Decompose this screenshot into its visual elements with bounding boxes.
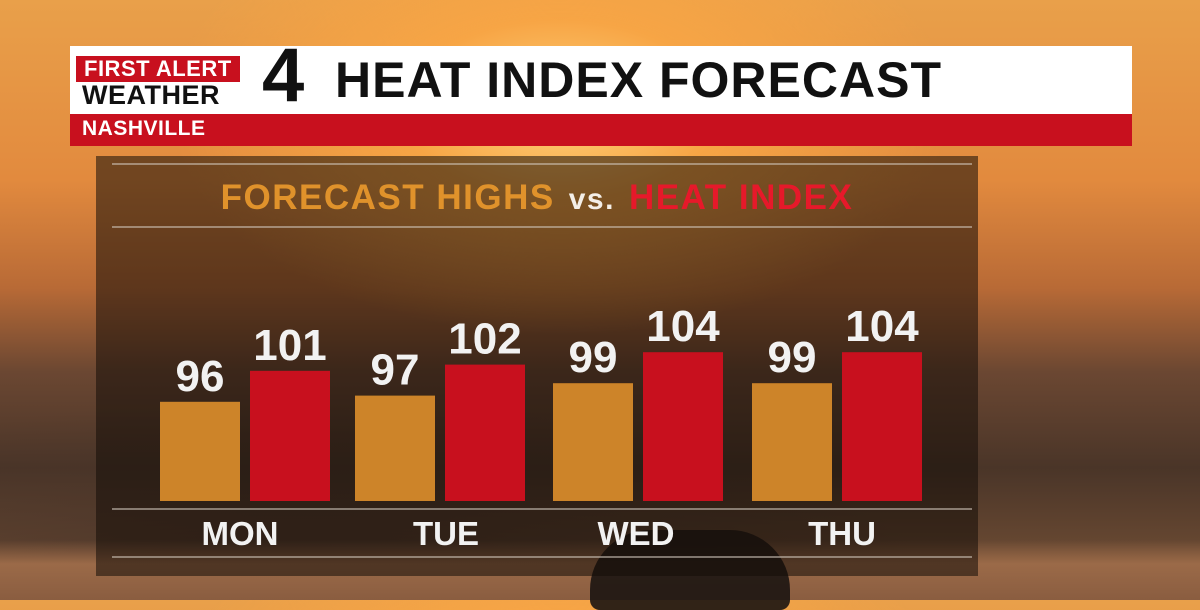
day-label-thu: THU (808, 515, 876, 552)
day-label-wed: WED (598, 515, 675, 552)
value-label-mon-heat-index: 101 (253, 321, 326, 370)
bar-mon-heat-index (250, 370, 330, 501)
value-label-wed-high: 99 (569, 333, 618, 382)
panel-rule-baseline (112, 508, 972, 510)
chart-title: FORECAST HIGHS vs. HEAT INDEX (96, 178, 978, 218)
value-label-tue-high: 97 (371, 346, 420, 395)
day-label-tue: TUE (413, 515, 479, 552)
header-banner (70, 46, 1132, 114)
logo-weather: WEATHER (82, 80, 220, 110)
bar-thu-high (752, 383, 832, 501)
location-label: NASHVILLE (82, 117, 206, 140)
bar-thu-heat-index (842, 352, 922, 501)
value-label-thu-high: 99 (768, 333, 817, 382)
bar-wed-high (553, 383, 633, 501)
logo-first-alert: FIRST ALERT (76, 56, 240, 82)
chart-title-highs: FORECAST HIGHS (220, 178, 555, 217)
value-label-mon-high: 96 (176, 352, 225, 401)
chart-title-vs: vs. (568, 183, 615, 216)
value-label-wed-heat-index: 104 (646, 302, 720, 351)
bar-mon-high (160, 401, 240, 501)
bar-tue-high (355, 395, 435, 501)
bar-wed-heat-index (643, 352, 723, 501)
panel-rule-bottom (112, 556, 972, 558)
page-title: HEAT INDEX FORECAST (335, 52, 942, 108)
value-label-tue-heat-index: 102 (448, 315, 521, 364)
logo-channel-number: 4 (262, 33, 305, 118)
chart-title-heat-index: HEAT INDEX (628, 178, 854, 217)
day-label-mon: MON (202, 515, 279, 552)
panel-rule-top (112, 163, 972, 165)
location-bar (70, 114, 1132, 146)
panel-rule-title (112, 226, 972, 228)
bar-tue-heat-index (445, 364, 525, 501)
station-logo: FIRST ALERT WEATHER 4 (74, 36, 314, 116)
value-label-thu-heat-index: 104 (845, 302, 919, 351)
